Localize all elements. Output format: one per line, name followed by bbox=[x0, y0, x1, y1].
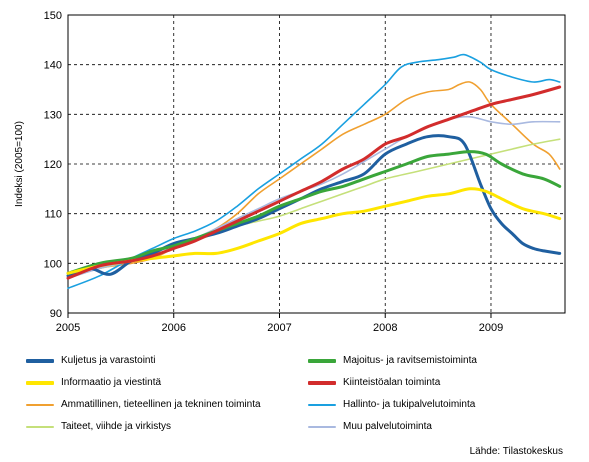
legend-label: Hallinto- ja tukipalvelutoiminta bbox=[343, 399, 476, 410]
legend-swatch bbox=[308, 404, 336, 406]
y-tick-label: 150 bbox=[44, 10, 62, 22]
grid-lines bbox=[68, 15, 565, 313]
legend-swatch bbox=[26, 359, 54, 363]
legend-swatch bbox=[308, 426, 336, 428]
legend-item: Ammatillinen, tieteellinen ja tekninen t… bbox=[26, 398, 261, 412]
x-tick-label: 2007 bbox=[267, 322, 291, 334]
legend-label: Kiinteistöalan toiminta bbox=[343, 377, 441, 388]
y-tick-label: 100 bbox=[44, 258, 62, 270]
series-line-1 bbox=[66, 150, 562, 275]
legend-item: Kuljetus ja varastointi bbox=[26, 354, 156, 368]
legend-swatch bbox=[308, 381, 336, 385]
x-tick-label: 2005 bbox=[56, 322, 80, 334]
x-tick-label: 2008 bbox=[373, 322, 397, 334]
legend-item: Majoitus- ja ravitsemistoiminta bbox=[308, 354, 477, 368]
y-axis-label: Indeksi (2005=100) bbox=[14, 121, 25, 207]
legend-label: Kuljetus ja varastointi bbox=[61, 355, 156, 366]
legend-item: Informaatio ja viestintä bbox=[26, 376, 161, 390]
legend-label: Majoitus- ja ravitsemistoiminta bbox=[343, 355, 477, 366]
legend-label: Informaatio ja viestintä bbox=[61, 377, 162, 388]
legend-label: Muu palvelutoiminta bbox=[343, 421, 432, 432]
x-axis-ticks: 2005 2006 2007 2008 2009 bbox=[56, 313, 503, 334]
y-tick-label: 130 bbox=[44, 109, 62, 121]
series-lines bbox=[66, 53, 562, 289]
x-tick-label: 2006 bbox=[162, 322, 186, 334]
y-tick-label: 120 bbox=[44, 159, 62, 171]
legend-item: Hallinto- ja tukipalvelutoiminta bbox=[308, 398, 475, 412]
legend-swatch bbox=[26, 426, 54, 428]
legend-swatch bbox=[26, 404, 54, 406]
legend: Kuljetus ja varastointi Majoitus- ja ravi… bbox=[0, 352, 589, 442]
series-line-5 bbox=[67, 53, 561, 289]
legend-swatch bbox=[308, 359, 336, 363]
legend-item: Muu palvelutoiminta bbox=[308, 420, 432, 434]
series-line-3 bbox=[66, 85, 562, 280]
y-axis-ticks: 90 100 110 120 130 140 150 bbox=[44, 10, 62, 320]
legend-swatch bbox=[26, 381, 54, 385]
y-tick-label: 140 bbox=[44, 60, 62, 72]
x-tick-label: 2009 bbox=[479, 322, 503, 334]
series-line-2 bbox=[66, 187, 562, 275]
legend-label: Taiteet, viihde ja virkistys bbox=[61, 421, 172, 432]
legend-label: Ammatillinen, tieteellinen ja tekninen t… bbox=[61, 399, 261, 410]
y-tick-label: 110 bbox=[44, 209, 62, 221]
legend-item: Taiteet, viihde ja virkistys bbox=[26, 420, 171, 434]
source-note: Lähde: Tilastokeskus bbox=[469, 446, 563, 457]
legend-item: Kiinteistöalan toiminta bbox=[308, 376, 440, 390]
y-tick-label: 90 bbox=[50, 308, 62, 320]
